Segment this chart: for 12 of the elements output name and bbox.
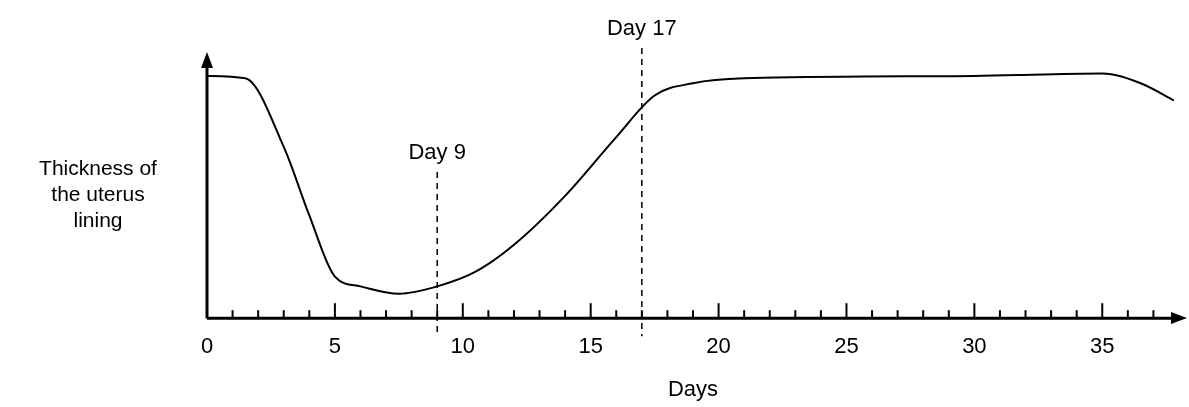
x-tick-label: 15 — [578, 333, 603, 359]
x-tick-label: 35 — [1090, 333, 1115, 359]
x-tick-label: 25 — [834, 333, 859, 359]
y-axis-title: Thickness of the uterus lining — [39, 155, 158, 231]
x-axis-title: Days — [667, 375, 719, 401]
x-tick-label: 10 — [450, 333, 476, 359]
x-tick-label: 5 — [328, 333, 342, 359]
x-tick-label: 20 — [706, 333, 731, 359]
x-tick-label: 0 — [200, 333, 214, 359]
ref-line-label: Day 9 — [408, 139, 466, 165]
x-tick-label: 30 — [962, 333, 987, 359]
ref-line-label: Day 17 — [606, 15, 677, 41]
